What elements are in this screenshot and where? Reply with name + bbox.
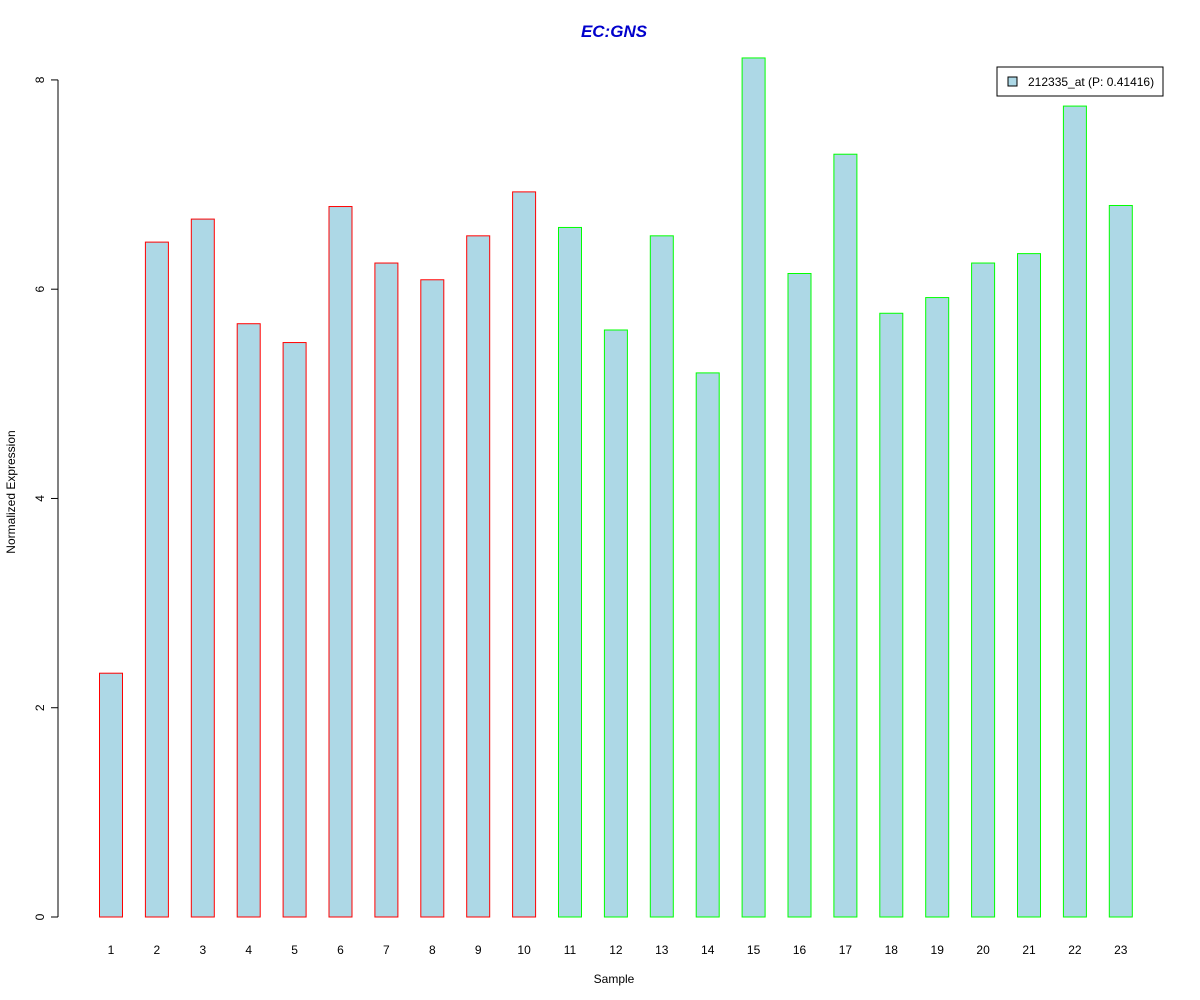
- x-tick-label: 22: [1068, 943, 1082, 957]
- x-tick-label: 6: [337, 943, 344, 957]
- x-tick-label: 9: [475, 943, 482, 957]
- x-tick-label: 16: [793, 943, 807, 957]
- bar-sample-8: [420, 279, 445, 918]
- x-tick-label: 1: [108, 943, 115, 957]
- x-tick-label: 13: [655, 943, 669, 957]
- bar-sample-3: [190, 218, 215, 918]
- legend-label: 212335_at (P: 0.41416): [1028, 75, 1154, 89]
- bar-sample-9: [466, 235, 491, 918]
- y-axis: 0 2 4 6 8: [33, 76, 59, 920]
- bar-sample-1: [99, 672, 123, 918]
- x-axis-title: Sample: [594, 972, 635, 986]
- x-tick-label: 19: [931, 943, 945, 957]
- x-tick-label: 7: [383, 943, 390, 957]
- x-tick-label: 5: [291, 943, 298, 957]
- y-axis-title: Normalized Expression: [4, 430, 18, 553]
- bar-sample-5: [282, 342, 307, 918]
- bar-sample-2: [144, 241, 169, 918]
- bar-sample-12: [603, 329, 628, 918]
- legend-box: [996, 66, 1164, 97]
- x-tick-label: 17: [839, 943, 853, 957]
- bar-sample-7: [374, 262, 399, 918]
- x-tick-label: 3: [199, 943, 206, 957]
- y-tick-label: 2: [33, 704, 47, 711]
- bar-sample-20: [971, 262, 996, 918]
- bar-sample-17: [833, 153, 858, 918]
- x-tick-label: 2: [154, 943, 161, 957]
- x-tick-label: 8: [429, 943, 436, 957]
- bar-sample-21: [1017, 253, 1041, 918]
- bar-sample-18: [879, 312, 904, 918]
- y-tick-label: 8: [33, 76, 47, 83]
- bars-group: [99, 57, 1133, 918]
- x-tick-label: 12: [609, 943, 623, 957]
- x-tick-label: 4: [245, 943, 252, 957]
- bar-sample-16: [787, 273, 812, 918]
- x-tick-label: 10: [517, 943, 531, 957]
- x-tick-label: 21: [1022, 943, 1036, 957]
- x-tick-label: 20: [976, 943, 990, 957]
- legend: 212335_at (P: 0.41416): [996, 66, 1164, 97]
- bar-sample-11: [558, 226, 582, 918]
- y-tick-label: 6: [33, 286, 47, 293]
- bar-sample-4: [236, 323, 261, 918]
- bar-sample-15: [741, 57, 766, 918]
- chart-title: EC:GNS: [581, 22, 648, 41]
- bar-sample-14: [695, 372, 720, 918]
- x-tick-label: 14: [701, 943, 715, 957]
- bar-sample-10: [512, 191, 537, 918]
- legend-swatch: [1007, 76, 1018, 87]
- bar-sample-6: [328, 206, 353, 918]
- bar-sample-22: [1062, 105, 1087, 918]
- x-tick-label: 23: [1114, 943, 1128, 957]
- x-tick-labels: 1 2 3 4 5 6 7 8 9 10 11 12 13 14 15 16 17 18 19 20 21 22 23: [108, 943, 1128, 957]
- x-tick-label: 15: [747, 943, 761, 957]
- x-tick-label: 18: [885, 943, 899, 957]
- x-tick-label: 11: [564, 943, 577, 957]
- y-tick-label: 4: [33, 495, 47, 502]
- y-tick-label: 0: [33, 913, 47, 920]
- bar-sample-23: [1108, 204, 1133, 918]
- bar-sample-19: [925, 297, 950, 918]
- bar-sample-13: [649, 235, 674, 918]
